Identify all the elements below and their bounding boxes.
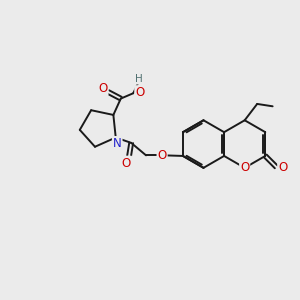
Text: O: O [98, 82, 108, 95]
Text: O: O [278, 161, 287, 174]
Text: O: O [122, 157, 131, 169]
Text: O: O [135, 86, 144, 99]
Text: O: O [240, 161, 249, 174]
Text: N: N [113, 137, 122, 150]
Text: H: H [135, 74, 143, 84]
Text: O: O [158, 149, 167, 162]
